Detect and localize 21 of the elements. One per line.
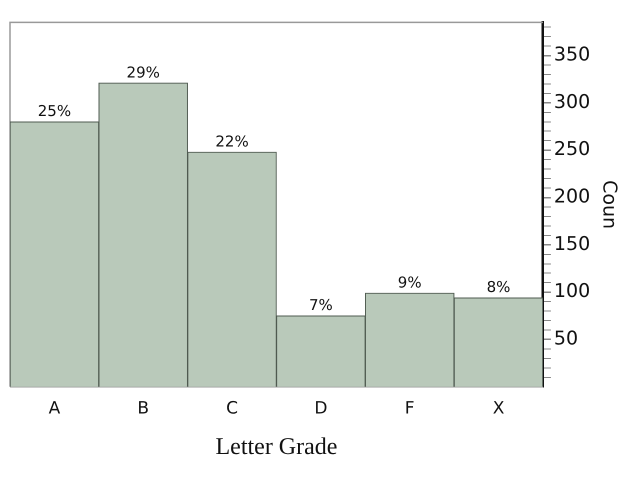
x-tick-label: A [48, 398, 61, 418]
annotation: 29% [126, 63, 160, 82]
x-tick-label: X [492, 398, 505, 418]
annotation: 22% [215, 132, 249, 150]
y-axis-title: Coun [598, 180, 621, 230]
x-tick-label: D [314, 398, 328, 418]
y-tick-label: 350 [554, 43, 590, 66]
annotation: 8% [486, 278, 510, 296]
annotation: 7% [308, 296, 333, 314]
y-tick-label: 200 [554, 185, 590, 208]
x-axis-title: Letter Grade [216, 434, 338, 460]
x-tick-label: F [404, 398, 415, 418]
x-tick-label: C [226, 398, 238, 418]
y-tick-label: 250 [554, 138, 590, 160]
y-tick-label: 150 [554, 232, 590, 255]
annotation: 9% [398, 273, 422, 292]
x-tick-label: B [137, 398, 150, 418]
annotation: 25% [38, 102, 72, 120]
y-tick-label: 50 [554, 327, 578, 350]
y-tick-label: 100 [554, 280, 590, 302]
y-tick-label: 300 [554, 90, 590, 113]
